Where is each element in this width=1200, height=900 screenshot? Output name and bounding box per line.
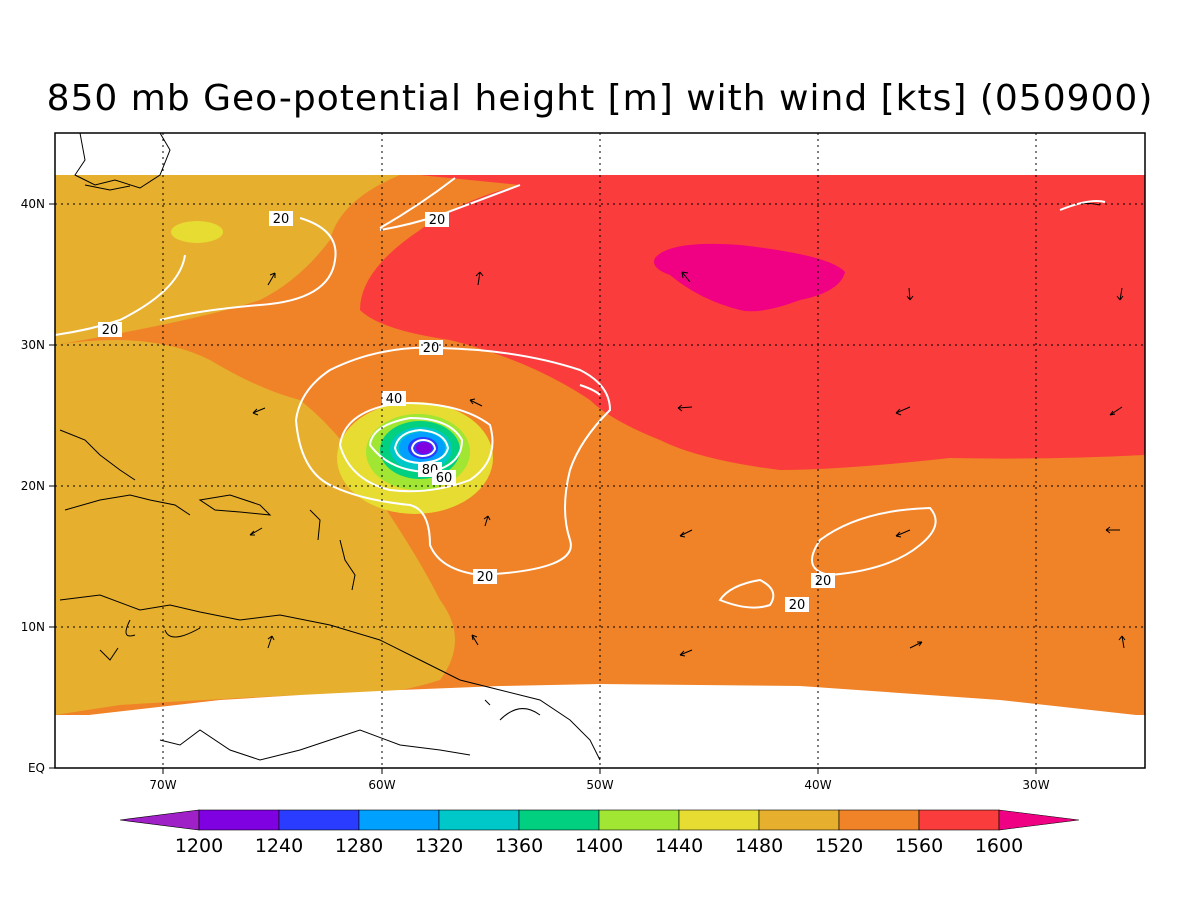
colorbar-swatch bbox=[518, 809, 600, 831]
colorbar-label: 1360 bbox=[495, 835, 543, 857]
contour-labels: 20 20 20 20 20 20 20 40 80 60 bbox=[98, 211, 835, 613]
contour-label: 20 bbox=[477, 570, 494, 585]
lon-label: 50W bbox=[586, 778, 613, 792]
field-blob bbox=[171, 221, 223, 243]
lon-label: 60W bbox=[368, 778, 395, 792]
field-1600-plus bbox=[360, 175, 1145, 470]
contour-label: 20 bbox=[789, 598, 806, 613]
colorbar-swatch bbox=[198, 809, 280, 831]
wind-vectors bbox=[249, 271, 1126, 657]
colorbar-labels: 1200 1240 1280 1320 1360 1400 1440 1480 … bbox=[175, 835, 1023, 857]
colorbar-swatch bbox=[918, 809, 1000, 831]
colorbar-swatch bbox=[278, 809, 360, 831]
lat-label: EQ bbox=[28, 761, 45, 775]
colorbar-max-arrow bbox=[998, 809, 1080, 831]
colorbar-label: 1280 bbox=[335, 835, 383, 857]
contour-label: 20 bbox=[815, 574, 832, 589]
colorbar-min-arrow bbox=[119, 809, 200, 831]
axis-ticks bbox=[49, 203, 1037, 774]
lat-label: 40N bbox=[21, 197, 45, 211]
colorbar-swatch bbox=[438, 809, 520, 831]
colorbar-label: 1400 bbox=[575, 835, 623, 857]
missing-data-north bbox=[55, 133, 1145, 175]
colorbar-label: 1240 bbox=[255, 835, 303, 857]
contour-label: 20 bbox=[102, 323, 119, 338]
lat-label: 10N bbox=[21, 620, 45, 634]
colorbar-label: 1440 bbox=[655, 835, 703, 857]
colorbar-label: 1480 bbox=[735, 835, 783, 857]
colorbar-swatch bbox=[678, 809, 760, 831]
colorbar-swatch bbox=[758, 809, 840, 831]
field-high-core bbox=[654, 243, 845, 312]
height-field bbox=[55, 133, 1145, 768]
lon-label: 40W bbox=[804, 778, 831, 792]
lon-labels: 70W 60W 50W 40W 30W bbox=[149, 778, 1049, 792]
contour-label: 20 bbox=[273, 212, 290, 227]
colorbar-label: 1320 bbox=[415, 835, 463, 857]
contour-label: 20 bbox=[429, 213, 446, 228]
colorbar-label: 1600 bbox=[975, 835, 1023, 857]
missing-data-south bbox=[55, 684, 1145, 768]
lat-label: 20N bbox=[21, 479, 45, 493]
colorbar-label: 1520 bbox=[815, 835, 863, 857]
lat-labels: EQ 10N 20N 30N 40N bbox=[21, 197, 45, 775]
lon-label: 30W bbox=[1022, 778, 1049, 792]
graticule bbox=[55, 133, 1145, 768]
colorbar-swatch bbox=[838, 809, 920, 831]
lat-label: 30N bbox=[21, 338, 45, 352]
colorbar-swatch bbox=[358, 809, 440, 831]
contour-label: 60 bbox=[436, 471, 453, 486]
colorbar-swatch bbox=[598, 809, 680, 831]
contour-label: 40 bbox=[386, 392, 403, 407]
colorbar-label: 1200 bbox=[175, 835, 223, 857]
colorbar bbox=[119, 809, 1080, 831]
contour-label: 20 bbox=[423, 341, 440, 356]
coastlines bbox=[59, 133, 1101, 761]
map-title: 850 mb Geo-potential height [m] with win… bbox=[46, 78, 1154, 119]
colorbar-label: 1560 bbox=[895, 835, 943, 857]
lon-label: 70W bbox=[149, 778, 176, 792]
field-1480-1520 bbox=[55, 175, 455, 715]
